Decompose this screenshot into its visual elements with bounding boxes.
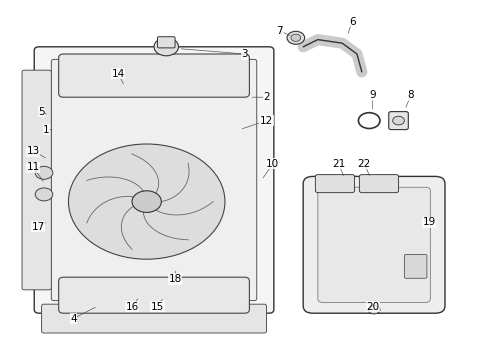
FancyBboxPatch shape [51, 59, 256, 301]
Circle shape [392, 116, 404, 125]
Text: 3: 3 [241, 49, 247, 59]
Circle shape [35, 188, 53, 201]
FancyBboxPatch shape [41, 304, 266, 333]
Circle shape [290, 34, 300, 41]
Text: 21: 21 [331, 159, 345, 169]
FancyBboxPatch shape [34, 47, 273, 313]
FancyBboxPatch shape [359, 175, 398, 193]
Text: 6: 6 [348, 17, 355, 27]
Text: 13: 13 [26, 146, 40, 156]
Text: 8: 8 [407, 90, 413, 100]
Text: 14: 14 [111, 69, 125, 79]
Text: 4: 4 [70, 314, 77, 324]
Circle shape [35, 166, 53, 179]
Text: 1: 1 [43, 125, 50, 135]
Text: 5: 5 [38, 107, 45, 117]
FancyBboxPatch shape [388, 112, 407, 130]
Text: 17: 17 [31, 222, 45, 232]
Text: 7: 7 [276, 26, 283, 36]
Text: 11: 11 [26, 162, 40, 172]
FancyBboxPatch shape [404, 255, 426, 278]
Text: 2: 2 [263, 92, 269, 102]
Text: 10: 10 [266, 159, 279, 169]
FancyBboxPatch shape [59, 54, 249, 97]
Text: 15: 15 [150, 302, 164, 312]
FancyBboxPatch shape [157, 37, 175, 48]
FancyBboxPatch shape [315, 175, 354, 193]
Circle shape [358, 113, 379, 129]
Text: 9: 9 [368, 90, 375, 100]
FancyBboxPatch shape [317, 187, 429, 302]
FancyBboxPatch shape [59, 277, 249, 313]
Circle shape [367, 305, 379, 314]
Text: 16: 16 [125, 302, 139, 312]
Circle shape [154, 38, 178, 56]
FancyBboxPatch shape [303, 176, 444, 313]
Circle shape [132, 191, 161, 212]
Text: 20: 20 [366, 302, 378, 312]
Circle shape [68, 144, 224, 259]
Text: 19: 19 [422, 217, 435, 228]
FancyBboxPatch shape [22, 70, 51, 290]
Text: 22: 22 [357, 159, 370, 169]
Text: 18: 18 [168, 274, 182, 284]
Text: 12: 12 [259, 116, 273, 126]
Circle shape [286, 31, 304, 44]
